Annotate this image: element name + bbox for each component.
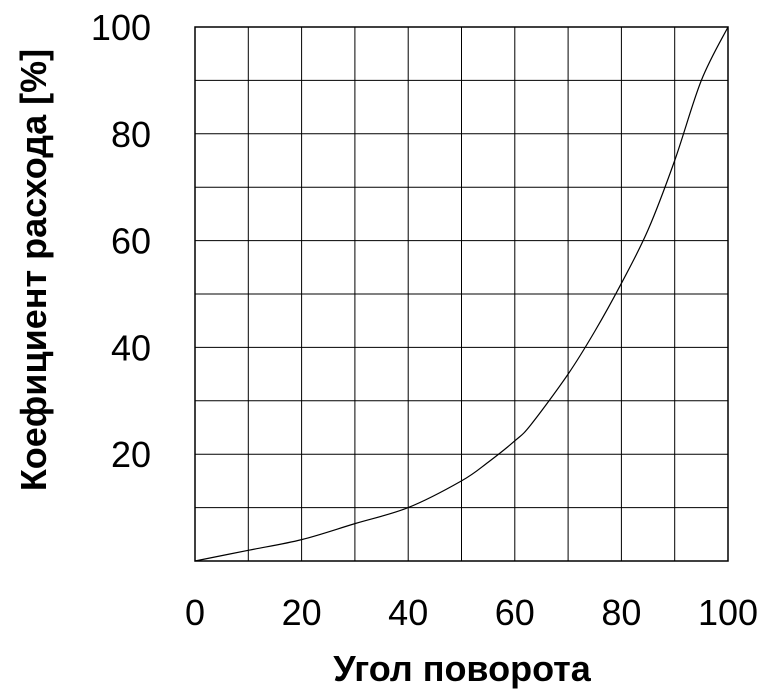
y-tick-labels: 20 40 60 80 100 bbox=[91, 7, 151, 475]
x-tick-label: 80 bbox=[601, 592, 641, 633]
y-tick-label: 40 bbox=[111, 327, 151, 368]
y-tick-label: 100 bbox=[91, 7, 151, 48]
plot-frame bbox=[194, 26, 729, 562]
y-axis-title: Коефициент расхода [%] bbox=[13, 49, 54, 491]
x-tick-labels: 0 20 40 60 80 100 bbox=[185, 592, 758, 633]
x-tick-label: 100 bbox=[698, 592, 758, 633]
x-tick-label: 40 bbox=[388, 592, 428, 633]
y-tick-label: 60 bbox=[111, 221, 151, 262]
x-tick-label: 20 bbox=[282, 592, 322, 633]
x-tick-label: 0 bbox=[185, 592, 205, 633]
x-axis-title: Угол поворота bbox=[333, 648, 592, 689]
series-line bbox=[194, 26, 729, 562]
x-tick-label: 60 bbox=[495, 592, 535, 633]
y-tick-label: 80 bbox=[111, 114, 151, 155]
y-tick-label: 20 bbox=[111, 434, 151, 475]
